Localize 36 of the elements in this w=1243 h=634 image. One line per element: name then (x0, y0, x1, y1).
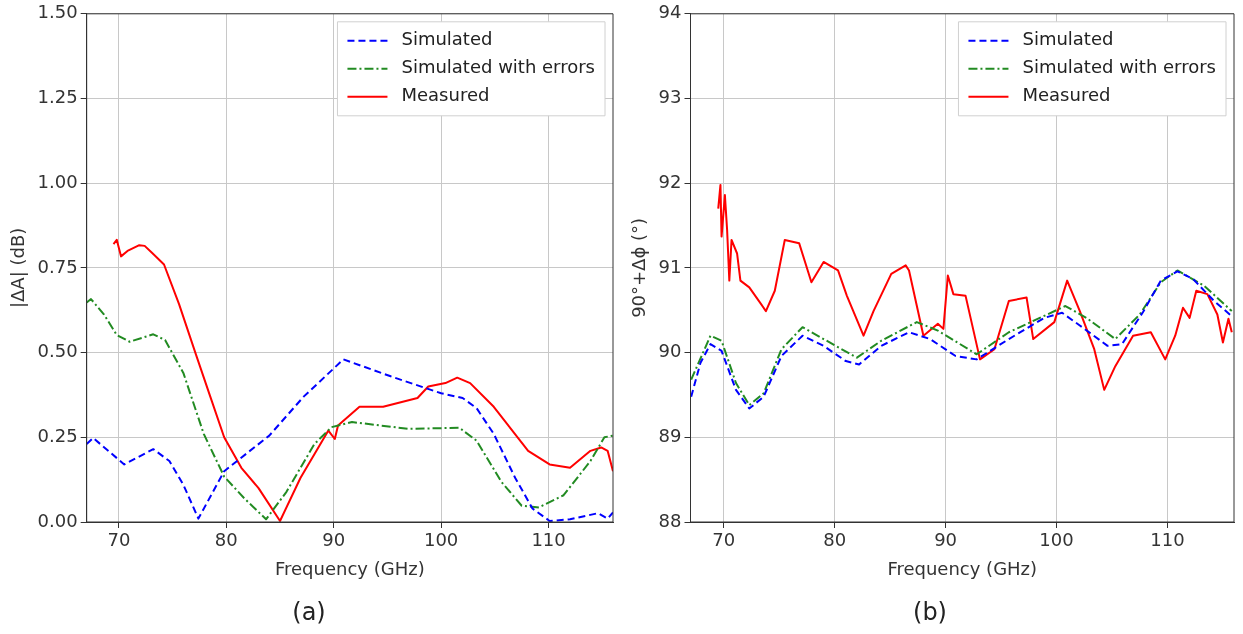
x-axis-title: Frequency (GHz) (275, 558, 425, 580)
x-tick-label: 70 (712, 529, 736, 551)
x-tick-label: 70 (107, 529, 131, 551)
y-tick-label: 89 (658, 424, 682, 446)
y-tick-label: 0.50 (37, 340, 78, 362)
y-axis-title: |ΔA| (dB) (7, 227, 29, 309)
y-tick-label: 90 (658, 340, 682, 362)
legend-label: Simulated with errors (1022, 56, 1216, 78)
y-tick-label: 88 (658, 509, 682, 531)
y-tick-label: 0.25 (37, 424, 78, 446)
x-tick-label: 90 (322, 529, 346, 551)
x-tick-label: 80 (214, 529, 238, 551)
y-tick-label: 1.50 (37, 1, 78, 23)
y-tick-label: 93 (658, 86, 682, 108)
y-tick-label: 0.00 (37, 509, 78, 531)
text: (a) (292, 597, 326, 626)
y-tick-label: 94 (658, 1, 682, 23)
y-axis-title: 90°+Δϕ (°) (628, 217, 650, 318)
x-tick-label: 80 (823, 529, 847, 551)
x-tick-label: 110 (1150, 529, 1185, 551)
legend-label: Simulated (401, 28, 493, 50)
legend-label: Simulated (1022, 28, 1114, 50)
x-tick-label: 100 (423, 529, 459, 551)
y-tick-label: 0.75 (37, 255, 78, 277)
legend-label: Measured (401, 84, 490, 106)
y-tick-label: 1.25 (37, 86, 78, 108)
text: (b) (913, 597, 947, 626)
y-tick-label: 92 (658, 170, 682, 192)
y-tick-label: 91 (658, 255, 682, 277)
legend-label: Measured (1022, 84, 1111, 106)
x-tick-label: 110 (531, 529, 566, 551)
legend-label: Simulated with errors (401, 56, 595, 78)
x-tick-label: 100 (1039, 529, 1074, 551)
x-axis-title: Frequency (GHz) (887, 558, 1038, 580)
x-tick-label: 90 (934, 529, 958, 551)
y-tick-label: 1.00 (37, 170, 78, 192)
